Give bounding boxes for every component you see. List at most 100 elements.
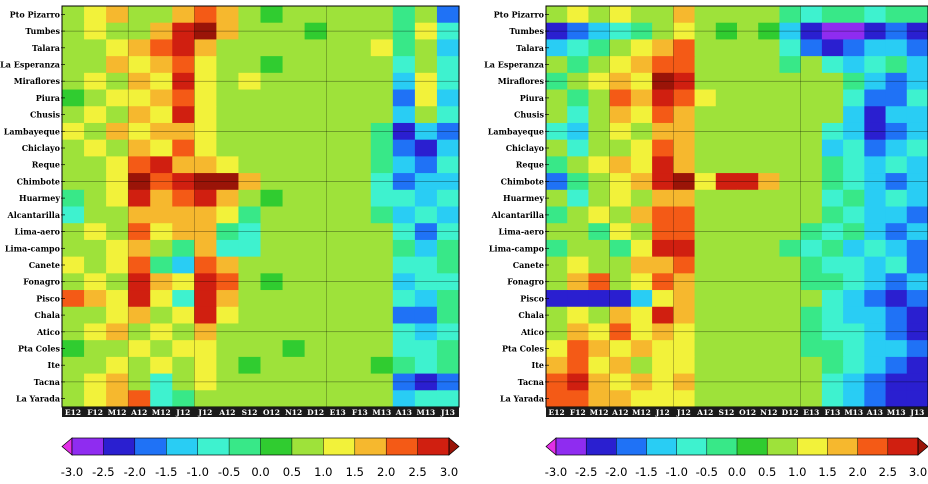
heatmap-cell — [864, 89, 887, 107]
heatmap-cell — [630, 173, 653, 191]
heatmap-cell — [62, 239, 85, 258]
heatmap-cell — [260, 290, 284, 308]
heatmap-cell — [885, 206, 908, 224]
heatmap-cell — [567, 239, 590, 258]
heatmap-cell — [758, 56, 781, 74]
heatmap-cell — [106, 122, 129, 141]
heatmap-cell — [260, 373, 284, 391]
heatmap-cell — [106, 72, 129, 91]
heatmap-cell — [609, 39, 632, 57]
y-tick-label: Lima-campo — [5, 243, 61, 253]
colorbar: -3.0 -2.5 -2.0 -1.5 -1.0 -0.5 0.0 0.5 1.0 1.5 2.0 2… — [61, 437, 460, 479]
heatmap-cell — [737, 139, 759, 157]
heatmap-cell — [864, 39, 887, 57]
heatmap-cell — [821, 356, 844, 375]
colorbar-tick-label: -3.0 — [545, 465, 567, 479]
heatmap-cell — [843, 39, 865, 57]
heatmap-cell — [630, 306, 653, 325]
y-tick-label: Lambayeque — [4, 126, 60, 136]
colorbar-segment — [291, 438, 324, 455]
colorbar-segment — [827, 438, 858, 455]
y-tick-label: Chala — [34, 310, 60, 320]
heatmap-cell — [150, 340, 173, 358]
heatmap-cell — [758, 306, 781, 325]
heatmap-cell — [737, 323, 759, 341]
heatmap-cell — [588, 72, 611, 91]
heatmap-cell — [260, 356, 284, 375]
heatmap-cell — [906, 223, 928, 241]
y-tick-label: Pta Coles — [18, 344, 61, 354]
heatmap-cell — [609, 72, 632, 91]
heatmap-cell — [128, 239, 151, 258]
heatmap-cell — [436, 39, 460, 57]
heatmap-cell — [546, 189, 568, 208]
heatmap-cell — [370, 356, 394, 375]
colorbar-tick-label: 1.5 — [346, 465, 364, 479]
heatmap-cell — [106, 223, 129, 241]
heatmap-cell — [216, 173, 240, 191]
heatmap-cell — [106, 156, 129, 174]
heatmap-cell — [172, 306, 195, 325]
heatmap-cell — [194, 390, 217, 408]
heatmap-cell — [216, 39, 240, 57]
heatmap-cell — [436, 156, 460, 174]
colorbar: -3.0 -2.5 -2.0 -1.5 -1.0 -0.5 0.0 0.5 1.0 1.5 2.0 2… — [545, 437, 928, 479]
heatmap-cell — [216, 306, 240, 325]
heatmap-cell — [715, 256, 738, 274]
colorbar-tick-label: -0.5 — [696, 465, 718, 479]
heatmap-cell — [737, 122, 759, 141]
heatmap-cell — [673, 89, 696, 107]
heatmap-cell — [843, 356, 865, 375]
heatmap-cell — [106, 390, 129, 408]
heatmap-cell — [370, 340, 394, 358]
colorbar-max-arrow — [448, 437, 460, 456]
x-tick-label: M12 — [632, 408, 651, 417]
heatmap-cell — [821, 256, 844, 274]
colorbar-tick-label: 1.5 — [818, 465, 836, 479]
heatmap-cell — [216, 156, 240, 174]
heatmap-cell — [609, 239, 632, 258]
heatmap-cell — [282, 373, 306, 391]
heatmap-cell — [392, 56, 416, 74]
y-tick-label: Alcantarilla — [6, 210, 60, 220]
heatmap-cell — [694, 390, 717, 408]
colorbar-segment — [260, 438, 293, 455]
heatmap-cell — [885, 239, 908, 258]
heatmap-cell — [546, 173, 568, 191]
heatmap-cell — [238, 306, 262, 325]
heatmap-cell — [62, 106, 85, 124]
heatmap-cell — [588, 290, 611, 308]
colorbar-tick-label: 2.5 — [879, 465, 897, 479]
heatmap-cell — [737, 189, 759, 208]
heatmap-cell — [567, 340, 590, 358]
heatmap-cell — [414, 122, 438, 141]
y-tick-label: Atico — [520, 327, 545, 337]
heatmap-cell — [673, 306, 696, 325]
heatmap-cell — [821, 72, 844, 91]
heatmap-cell — [546, 22, 568, 41]
heatmap-cell — [326, 39, 350, 57]
x-tick-label: A12 — [611, 408, 628, 417]
heatmap-cell — [150, 290, 173, 308]
heatmap-cell — [694, 340, 717, 358]
colorbar-segment — [887, 438, 919, 455]
heatmap-cell — [326, 22, 350, 41]
heatmap-cell — [392, 290, 416, 308]
heatmap-cell — [906, 390, 928, 408]
heatmap-cell — [843, 72, 865, 91]
x-tick-label: J13 — [909, 408, 924, 417]
heatmap-cell — [172, 239, 195, 258]
heatmap-cell — [260, 390, 284, 408]
heatmap-cell — [84, 173, 107, 191]
heatmap-cell — [128, 390, 151, 408]
y-tick-label: Lambayeque — [488, 126, 544, 136]
heatmap-cell — [194, 156, 217, 174]
x-tick-label: M12 — [152, 408, 171, 417]
heatmap-cell — [414, 390, 438, 408]
y-tick-label: Chala — [518, 310, 544, 320]
heatmap-cell — [84, 239, 107, 258]
y-tick-label: Pto Pizarro — [10, 9, 61, 19]
heatmap-cell — [821, 173, 844, 191]
heatmap-cell — [609, 22, 632, 41]
heatmap-cell — [238, 22, 262, 41]
